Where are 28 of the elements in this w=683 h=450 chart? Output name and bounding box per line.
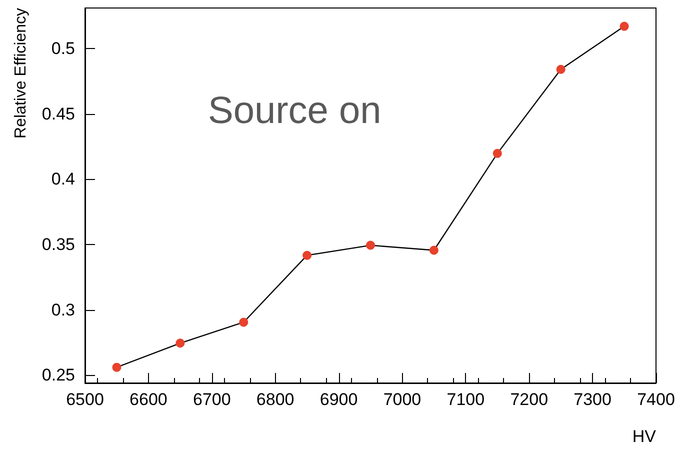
x-tick-label: 7200: [510, 390, 548, 409]
point: [302, 250, 312, 260]
x-axis-title: HV: [632, 427, 657, 446]
annotation: Source on: [208, 90, 382, 132]
point: [556, 64, 566, 74]
y-tick-label: 0.25: [42, 366, 75, 385]
x-tick-label: 7100: [446, 390, 485, 409]
x-tick-label: 7000: [383, 390, 422, 409]
x-tick-label: 6600: [130, 390, 168, 409]
x-tick-label: 6500: [66, 390, 104, 409]
x-tick-label: 6800: [256, 390, 294, 409]
y-tick-label: 0.3: [51, 300, 75, 320]
y-tick-label: 0.45: [42, 104, 75, 124]
x-tick-label: 7300: [574, 390, 612, 409]
x-tick-label: 6900: [320, 390, 358, 409]
x-tick-label: 7400: [637, 390, 675, 409]
y-tick-label: 0.4: [51, 170, 75, 189]
point: [239, 318, 248, 327]
point: [366, 240, 375, 250]
y-tick-label: 0.35: [42, 235, 75, 254]
y-axis-title: Relative Efficiency: [12, 8, 30, 138]
y-tick-label: 0.5: [51, 39, 75, 58]
point: [492, 148, 502, 158]
point: [112, 362, 122, 372]
point: [429, 246, 438, 255]
point: [176, 338, 185, 348]
point: [620, 22, 629, 31]
x-tick-label: 6700: [192, 390, 231, 409]
